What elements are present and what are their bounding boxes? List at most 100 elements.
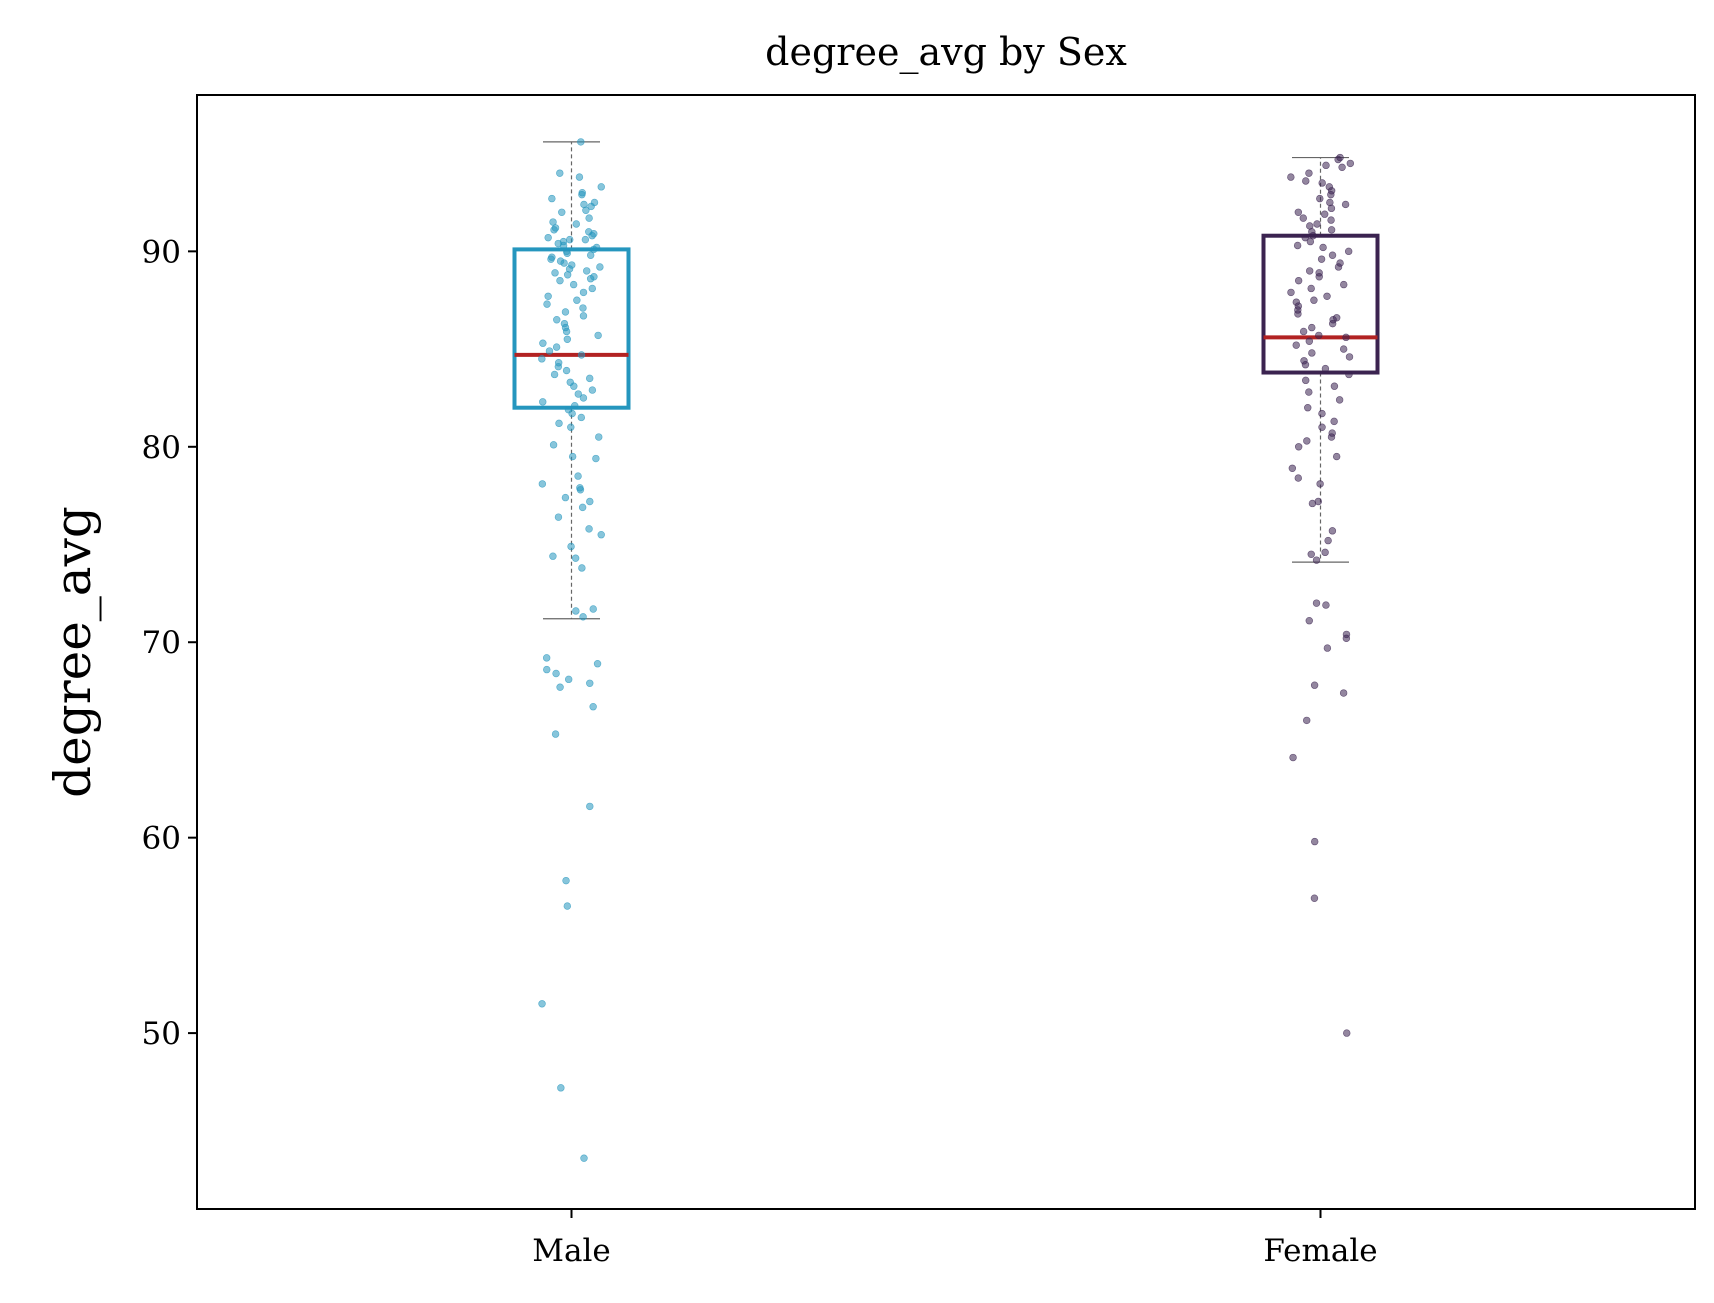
data-point — [566, 235, 574, 244]
data-point — [1294, 443, 1303, 451]
data-point — [1321, 364, 1330, 373]
data-point — [539, 398, 547, 406]
data-point — [1305, 267, 1314, 275]
data-point — [539, 339, 547, 347]
data-point — [562, 366, 571, 375]
x-tick-label: Male — [532, 1233, 610, 1269]
data-point — [582, 206, 590, 215]
data-point — [1327, 216, 1335, 224]
data-point — [1294, 474, 1302, 482]
data-point — [579, 613, 587, 621]
data-point — [561, 493, 570, 502]
y-tick-label: 90 — [142, 234, 181, 270]
data-point — [589, 605, 597, 613]
data-point — [576, 486, 585, 494]
data-point — [1339, 345, 1348, 353]
data-point — [579, 288, 588, 297]
outlier-point — [1339, 689, 1348, 697]
data-point — [588, 232, 596, 240]
outlier-point — [1311, 837, 1319, 846]
iqr-box — [1261, 233, 1380, 375]
data-point — [1292, 341, 1300, 349]
outlier-point — [542, 654, 551, 662]
data-point — [1338, 163, 1346, 172]
outlier-point — [557, 1084, 565, 1092]
data-point — [555, 419, 563, 428]
outlier-point — [1342, 634, 1351, 643]
data-point — [553, 316, 561, 324]
data-point — [1340, 280, 1348, 289]
data-point — [1322, 161, 1330, 170]
data-point — [1306, 237, 1315, 246]
outlier-point — [1289, 753, 1297, 762]
data-point — [544, 292, 552, 301]
data-point — [1303, 437, 1311, 445]
data-point — [1342, 333, 1350, 342]
data-point — [1287, 173, 1295, 181]
data-point — [1312, 556, 1321, 564]
outlier-point — [551, 730, 560, 738]
y-axis-ticks: 50 60 70 80 90 — [142, 234, 197, 1052]
data-point — [1299, 214, 1307, 222]
data-point — [585, 525, 593, 533]
data-point — [551, 269, 559, 277]
data-point — [579, 304, 587, 312]
data-point — [552, 343, 561, 351]
data-point — [578, 503, 587, 512]
outlier-point — [580, 1154, 588, 1162]
data-point — [1327, 226, 1336, 234]
data-point — [572, 607, 580, 615]
outlier-point — [564, 675, 573, 684]
data-point — [585, 374, 594, 383]
data-point — [1324, 536, 1332, 545]
outlier-point — [1305, 617, 1313, 625]
data-point — [1328, 527, 1337, 535]
data-point — [597, 531, 605, 539]
data-point — [571, 554, 580, 562]
data-point — [1308, 499, 1317, 508]
outlier-point — [543, 665, 551, 674]
data-point — [1341, 200, 1350, 209]
data-point — [538, 480, 547, 488]
plot-area-frame — [196, 94, 1696, 1210]
data-point — [563, 271, 572, 279]
data-point — [550, 370, 559, 379]
data-point — [1307, 550, 1315, 558]
data-point — [585, 214, 593, 222]
data-point — [581, 235, 590, 244]
data-point — [570, 382, 578, 390]
data-point — [1330, 417, 1338, 426]
data-point — [556, 169, 564, 177]
x-tick-label: Female — [1263, 1233, 1377, 1269]
data-point — [1346, 159, 1355, 168]
data-point — [1310, 296, 1318, 304]
data-point — [578, 190, 586, 199]
data-point — [1328, 319, 1337, 328]
y-axis-label: degree_avg — [44, 506, 102, 798]
series-male — [512, 138, 631, 1162]
data-point — [1332, 452, 1341, 461]
data-point — [554, 362, 563, 371]
data-point — [594, 331, 602, 340]
data-point — [575, 173, 584, 181]
outlier-point — [1310, 681, 1319, 689]
data-point — [1305, 337, 1314, 345]
data-point — [572, 220, 580, 228]
outlier-point — [556, 683, 564, 691]
outlier-point — [1323, 644, 1332, 652]
data-point — [1305, 388, 1313, 396]
data-point — [1294, 310, 1302, 318]
data-point — [577, 413, 586, 422]
data-point — [1323, 292, 1331, 301]
data-point — [543, 300, 551, 308]
data-point — [538, 355, 546, 363]
data-point — [1302, 376, 1310, 385]
data-point — [577, 138, 585, 146]
data-point — [547, 255, 555, 263]
data-point — [1288, 464, 1297, 472]
data-point — [568, 452, 577, 461]
data-point — [1317, 255, 1326, 263]
data-point — [569, 280, 578, 289]
data-point — [588, 284, 596, 293]
outlier-point — [1310, 894, 1319, 902]
